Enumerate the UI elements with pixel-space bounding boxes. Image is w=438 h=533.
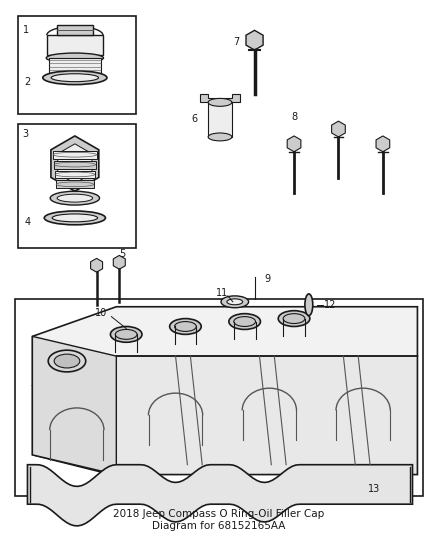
Polygon shape <box>57 26 92 35</box>
Text: 13: 13 <box>368 484 380 495</box>
Polygon shape <box>246 30 263 50</box>
Text: 3: 3 <box>22 129 28 139</box>
Bar <box>54 160 95 168</box>
Polygon shape <box>376 136 390 152</box>
Text: 2: 2 <box>25 77 31 87</box>
Text: 11: 11 <box>216 288 228 298</box>
Text: 10: 10 <box>95 308 108 318</box>
Polygon shape <box>32 306 417 386</box>
Ellipse shape <box>283 313 305 324</box>
Text: 12: 12 <box>324 300 336 310</box>
Polygon shape <box>332 121 345 137</box>
Polygon shape <box>287 136 301 152</box>
Bar <box>56 180 94 188</box>
Ellipse shape <box>175 321 196 332</box>
Polygon shape <box>58 144 92 183</box>
Text: 2018 Jeep Compass O Ring-Oil Filler Cap
Diagram for 68152165AA: 2018 Jeep Compass O Ring-Oil Filler Cap … <box>113 509 325 531</box>
Polygon shape <box>47 35 103 55</box>
Polygon shape <box>32 336 117 474</box>
Bar <box>208 102 232 137</box>
Ellipse shape <box>208 99 232 106</box>
Ellipse shape <box>221 296 249 308</box>
Ellipse shape <box>278 311 310 327</box>
Ellipse shape <box>46 53 103 63</box>
Ellipse shape <box>227 299 243 305</box>
Text: 6: 6 <box>191 114 197 124</box>
Polygon shape <box>32 356 417 474</box>
Polygon shape <box>51 136 99 191</box>
Ellipse shape <box>52 214 98 222</box>
Text: 4: 4 <box>25 217 31 227</box>
Ellipse shape <box>234 317 255 327</box>
Bar <box>49 58 101 73</box>
Ellipse shape <box>305 294 313 316</box>
Bar <box>14 299 424 496</box>
Text: 9: 9 <box>265 274 271 284</box>
Text: 5: 5 <box>119 249 126 260</box>
Ellipse shape <box>44 211 106 225</box>
Polygon shape <box>113 255 125 269</box>
Bar <box>18 124 136 247</box>
Bar <box>55 171 95 179</box>
Ellipse shape <box>50 191 99 205</box>
Polygon shape <box>91 259 102 272</box>
Ellipse shape <box>43 71 107 85</box>
Polygon shape <box>200 94 240 102</box>
Ellipse shape <box>208 133 232 141</box>
Ellipse shape <box>51 74 99 82</box>
Text: 8: 8 <box>291 112 297 122</box>
Ellipse shape <box>229 313 261 329</box>
Text: 7: 7 <box>233 37 240 47</box>
Ellipse shape <box>57 194 92 202</box>
Bar <box>18 15 136 114</box>
Text: 1: 1 <box>22 25 28 35</box>
Ellipse shape <box>48 350 86 372</box>
Polygon shape <box>28 465 413 526</box>
Ellipse shape <box>170 319 201 334</box>
Ellipse shape <box>110 327 142 342</box>
Ellipse shape <box>115 329 137 340</box>
Bar <box>53 151 97 159</box>
Ellipse shape <box>54 354 80 368</box>
